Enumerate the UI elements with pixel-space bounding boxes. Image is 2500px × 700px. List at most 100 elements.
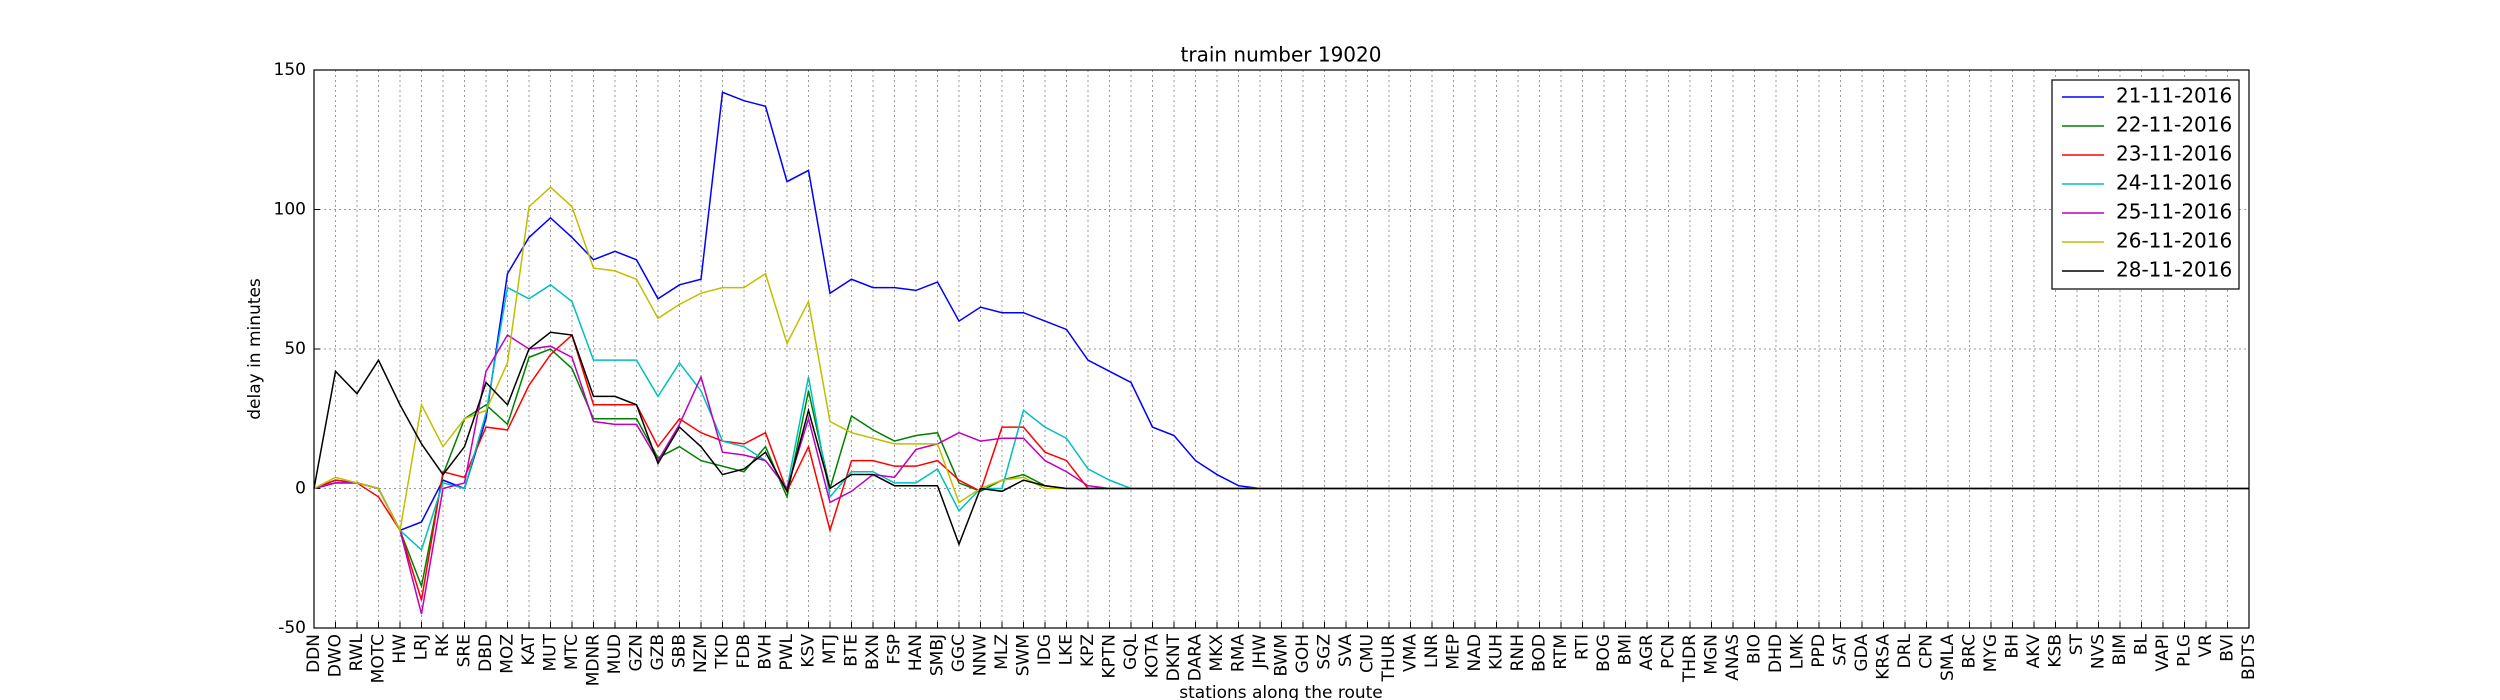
x-tick-label: BDTS xyxy=(2239,634,2259,680)
x-tick-label: PPD xyxy=(1809,634,1829,668)
x-tick-label: MUT xyxy=(541,633,561,671)
x-tick-label: MLZ xyxy=(992,634,1012,670)
legend-label: 24-11-2016 xyxy=(2116,171,2232,195)
x-tick-label: SBB xyxy=(670,634,690,668)
x-tick-label: VR xyxy=(2196,634,2216,658)
x-tick-label: SAT xyxy=(1831,633,1851,665)
x-tick-label: LNR xyxy=(1422,634,1442,668)
x-tick-label: LKE xyxy=(1057,634,1077,665)
x-tick-label: RMA xyxy=(1229,634,1249,672)
x-tick-label: GZB xyxy=(648,634,668,670)
x-tick-label: RTM xyxy=(1551,634,1571,670)
x-tick-label: DKNT xyxy=(1164,633,1184,681)
x-tick-label: RWL xyxy=(347,633,367,671)
x-tick-label: TKD xyxy=(713,634,733,670)
x-tick-label: DARA xyxy=(1186,634,1206,682)
x-tick-label: NZM xyxy=(691,634,711,673)
x-tick-label: BTE xyxy=(842,634,862,667)
x-tick-label: MKX xyxy=(1207,634,1227,672)
x-tick-label: DHD xyxy=(1766,634,1786,673)
x-tick-label: SGZ xyxy=(1315,634,1335,670)
x-tick-label: JHW xyxy=(1250,634,1270,670)
x-tick-label: KSV xyxy=(799,634,819,668)
x-tick-label: MUD xyxy=(605,634,625,674)
x-tick-label: BOG xyxy=(1594,634,1614,672)
legend-label: 25-11-2016 xyxy=(2116,200,2232,224)
x-tick-label: LRJ xyxy=(412,634,432,660)
x-tick-label: NVS xyxy=(2089,634,2109,669)
x-tick-label: GZN xyxy=(627,634,647,672)
x-tick-label: GQL xyxy=(1121,633,1141,670)
x-tick-label: RK xyxy=(433,633,453,657)
x-tick-label: BWM xyxy=(1272,634,1292,677)
x-tick-label: FDB xyxy=(734,634,754,669)
x-tick-label: SMBJ xyxy=(928,634,948,676)
x-tick-label: BRC xyxy=(1960,634,1980,669)
x-tick-label: SVA xyxy=(1336,634,1356,667)
x-tick-label: GGC xyxy=(949,634,969,672)
x-tick-label: DDN xyxy=(304,634,324,673)
x-tick-label: VMA xyxy=(1401,634,1421,672)
x-tick-label: MGN xyxy=(1702,634,1722,675)
x-tick-label: NNW xyxy=(971,634,991,676)
x-tick-label: ANAS xyxy=(1723,634,1743,681)
x-tick-label: KPTN xyxy=(1100,634,1120,679)
x-tick-label: VAPI xyxy=(2153,634,2173,671)
x-tick-label: KSB xyxy=(2046,634,2066,668)
legend-label: 28-11-2016 xyxy=(2116,258,2232,282)
x-tick-label: RTI xyxy=(1573,634,1593,660)
x-tick-label: BVI xyxy=(2218,634,2238,662)
x-tick-label: CMU xyxy=(1358,634,1378,673)
y-tick-label: -50 xyxy=(278,618,306,638)
y-tick-label: 50 xyxy=(284,339,306,359)
x-tick-label: BL xyxy=(2132,633,2152,655)
x-tick-label: HAN xyxy=(906,634,926,671)
x-tick-label: KPZ xyxy=(1078,634,1098,667)
x-tick-label: KRSA xyxy=(1874,634,1894,680)
x-tick-label: MEP xyxy=(1444,634,1464,670)
x-tick-label: PLG xyxy=(2175,634,2195,667)
x-tick-label: FSP xyxy=(885,634,905,665)
x-tick-label: BXN xyxy=(863,634,883,670)
x-tick-label: MOZ xyxy=(498,634,518,674)
plot-frame xyxy=(313,69,2250,629)
x-tick-label: CPN xyxy=(1917,634,1937,669)
legend-label: 22-11-2016 xyxy=(2116,113,2232,137)
x-tick-label: PCN xyxy=(1659,634,1679,669)
x-tick-label: KUH xyxy=(1487,634,1507,670)
x-tick-label: LMK xyxy=(1788,633,1808,669)
x-tick-label: MYG xyxy=(1981,634,2001,672)
x-tick-label: KAT xyxy=(519,633,539,665)
x-tick-label: SMLA xyxy=(1938,634,1958,681)
x-tick-label: THDR xyxy=(1680,634,1700,683)
x-tick-label: DWO xyxy=(326,634,346,677)
x-tick-label: THUR xyxy=(1379,634,1399,683)
legend-label: 26-11-2016 xyxy=(2116,229,2232,253)
series-line xyxy=(313,186,2249,533)
chart-title: train number 19020 xyxy=(1181,43,1382,67)
x-tick-label: MTJ xyxy=(820,634,840,664)
x-tick-label: BIM xyxy=(2110,634,2130,665)
x-tick-label: ST xyxy=(2067,633,2087,655)
legend-label: 21-11-2016 xyxy=(2116,84,2232,108)
x-tick-label: DBD xyxy=(476,634,496,672)
x-tick-label: MOTC xyxy=(369,634,389,683)
x-tick-label: AGR xyxy=(1637,634,1657,671)
x-tick-label: NAD xyxy=(1465,634,1485,671)
x-tick-label: GDA xyxy=(1852,634,1872,672)
x-axis-label: stations along the route xyxy=(1179,683,1383,700)
legend-label: 23-11-2016 xyxy=(2116,142,2232,166)
series-line xyxy=(313,331,2249,547)
x-tick-label: DRL xyxy=(1895,633,1915,668)
y-axis-label: delay in minutes xyxy=(245,278,265,420)
x-tick-label: PWL xyxy=(777,633,797,670)
x-tick-label: BH xyxy=(2003,634,2023,658)
x-tick-label: SRE xyxy=(455,634,475,667)
x-tick-label: SWM xyxy=(1014,634,1034,676)
y-tick-label: 0 xyxy=(295,479,306,499)
x-tick-label: BOD xyxy=(1530,634,1550,672)
x-tick-label: BMI xyxy=(1616,634,1636,665)
y-tick-label: 150 xyxy=(274,60,306,80)
x-tick-label: BVH xyxy=(756,634,776,670)
